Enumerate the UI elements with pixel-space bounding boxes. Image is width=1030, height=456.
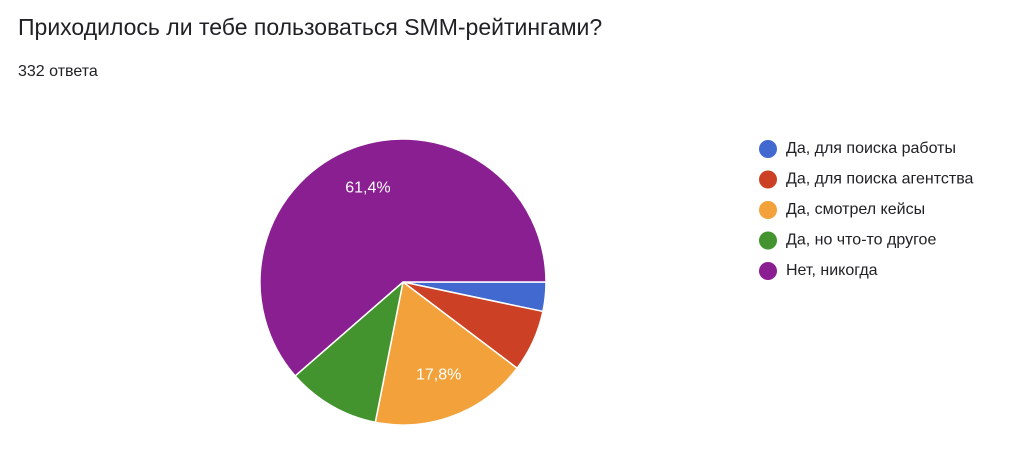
legend-label: Да, но что-то другое <box>786 232 936 249</box>
pie-slice <box>259 138 547 377</box>
pie-slice <box>294 279 405 424</box>
legend-swatch <box>759 262 777 280</box>
pie-slice <box>374 280 519 426</box>
chart-subtitle: 332 ответа <box>18 63 98 80</box>
legend-swatch <box>759 170 777 189</box>
legend-swatch <box>759 201 777 219</box>
legend-label: Да, для поиска работы <box>786 140 956 157</box>
legend-swatch <box>759 140 777 158</box>
legend-label: Да, смотрел кейсы <box>786 201 925 218</box>
value-label: 17,8% <box>416 367 461 384</box>
legend-label: Нет, никогда <box>786 262 878 279</box>
value-label: 61,4% <box>345 179 390 196</box>
legend-swatch <box>759 231 777 250</box>
legend-label: Да, для поиска агентства <box>786 171 974 188</box>
chart-title: Приходилось ли тебе пользоваться SMM-рей… <box>18 14 602 40</box>
